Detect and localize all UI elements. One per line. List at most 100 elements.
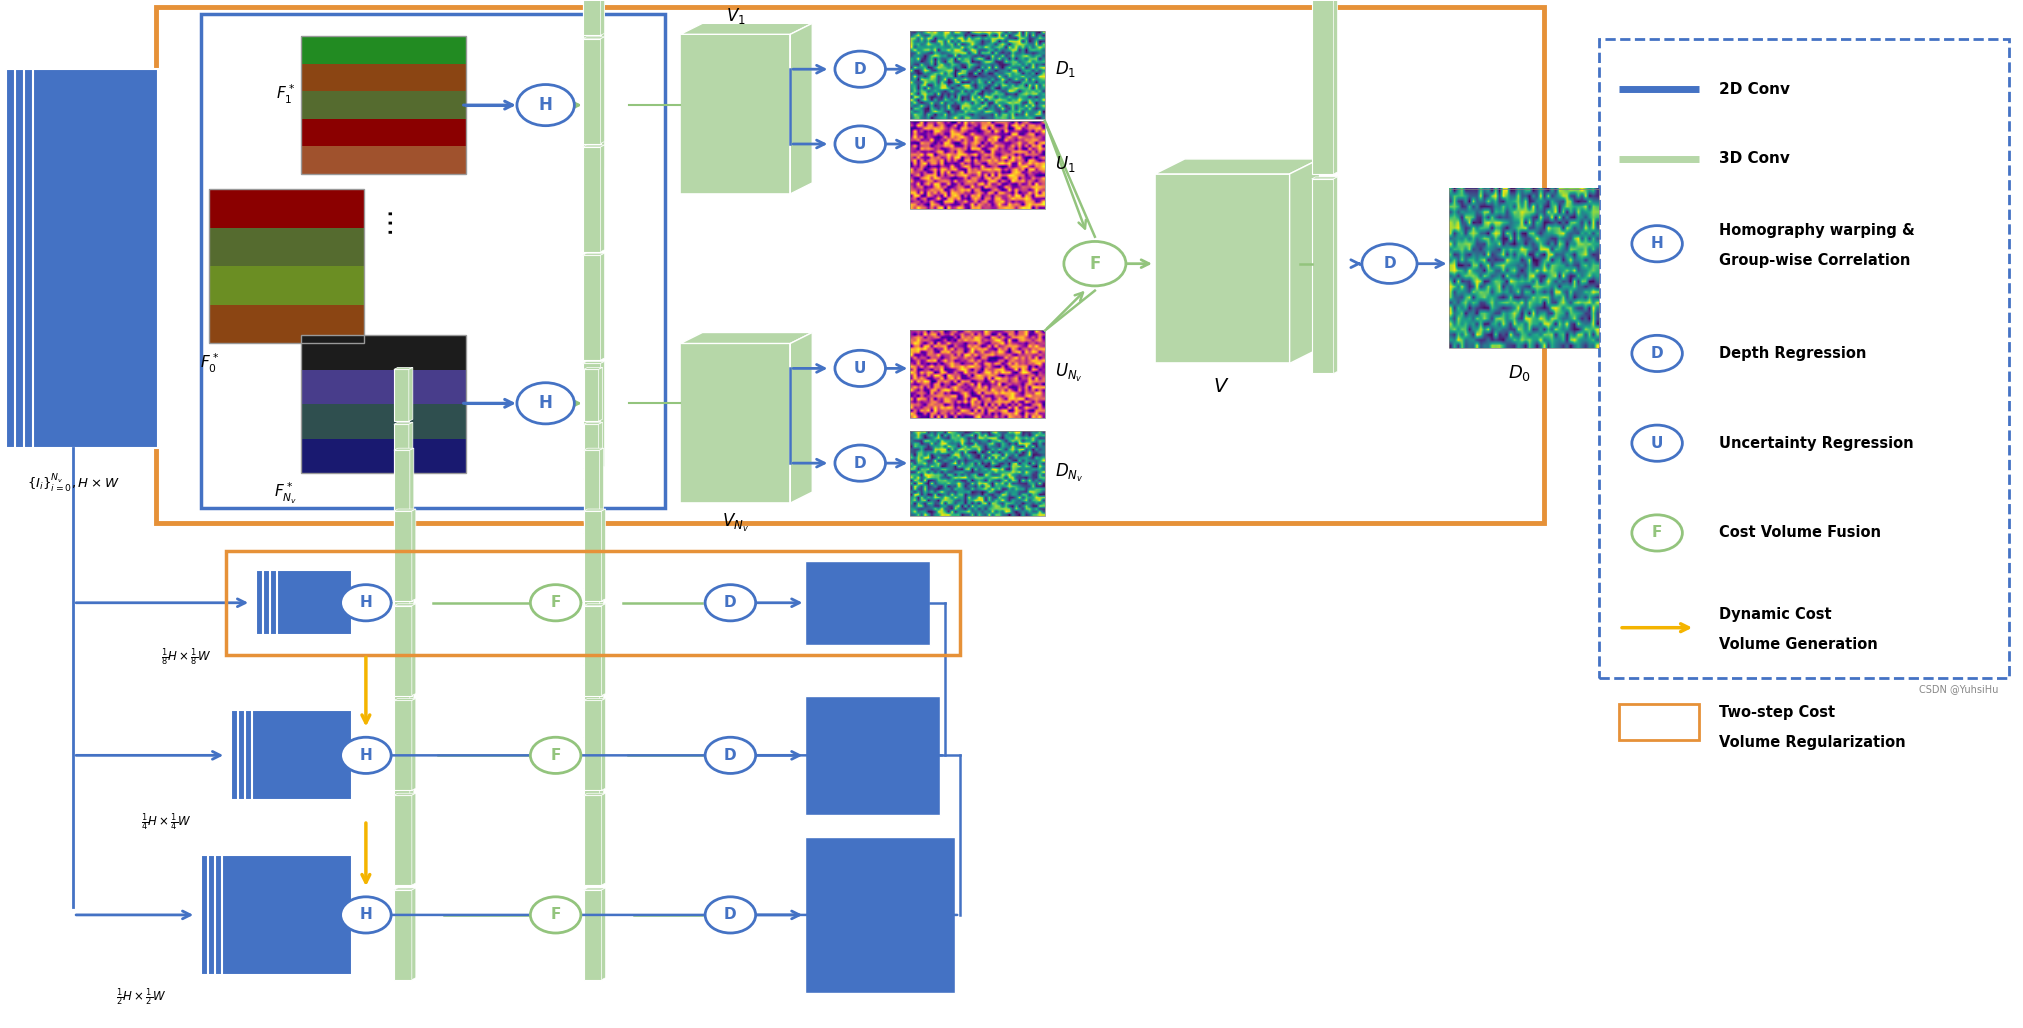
Text: Volume Regularization: Volume Regularization bbox=[1720, 735, 1906, 749]
Polygon shape bbox=[394, 531, 413, 534]
Polygon shape bbox=[223, 855, 352, 975]
Text: Two-step Cost: Two-step Cost bbox=[1720, 705, 1835, 720]
Polygon shape bbox=[583, 665, 599, 733]
Polygon shape bbox=[208, 855, 338, 975]
Text: Cost Volume Fusion: Cost Volume Fusion bbox=[1720, 525, 1881, 541]
Polygon shape bbox=[411, 448, 415, 518]
Text: $\frac{1}{2}H\times\frac{1}{2}W$: $\frac{1}{2}H\times\frac{1}{2}W$ bbox=[115, 986, 166, 1007]
FancyBboxPatch shape bbox=[301, 439, 465, 473]
FancyBboxPatch shape bbox=[1618, 704, 1699, 740]
Polygon shape bbox=[680, 34, 791, 194]
Polygon shape bbox=[394, 664, 415, 665]
Text: D: D bbox=[854, 455, 866, 471]
Polygon shape bbox=[394, 698, 417, 700]
Text: H: H bbox=[1651, 236, 1663, 251]
Polygon shape bbox=[601, 63, 605, 169]
Polygon shape bbox=[583, 39, 601, 144]
Text: D: D bbox=[1651, 346, 1663, 361]
Polygon shape bbox=[583, 364, 601, 468]
Polygon shape bbox=[1155, 159, 1319, 174]
Polygon shape bbox=[583, 477, 603, 479]
Polygon shape bbox=[599, 735, 603, 805]
FancyBboxPatch shape bbox=[156, 7, 1544, 523]
Polygon shape bbox=[601, 0, 605, 35]
Ellipse shape bbox=[530, 585, 581, 621]
FancyBboxPatch shape bbox=[208, 189, 364, 227]
FancyBboxPatch shape bbox=[805, 696, 941, 815]
Polygon shape bbox=[411, 592, 415, 662]
Polygon shape bbox=[583, 0, 601, 61]
Text: $\cdots$: $\cdots$ bbox=[376, 211, 405, 237]
FancyBboxPatch shape bbox=[1600, 39, 2009, 677]
Polygon shape bbox=[583, 520, 603, 522]
Ellipse shape bbox=[835, 351, 886, 387]
Polygon shape bbox=[583, 890, 601, 980]
Polygon shape bbox=[277, 571, 352, 635]
Text: F: F bbox=[550, 747, 560, 763]
Polygon shape bbox=[1311, 177, 1337, 179]
Polygon shape bbox=[583, 425, 599, 476]
Polygon shape bbox=[394, 367, 413, 369]
Polygon shape bbox=[601, 0, 605, 61]
Polygon shape bbox=[1333, 177, 1337, 373]
Polygon shape bbox=[583, 509, 605, 511]
Polygon shape bbox=[263, 571, 338, 635]
Polygon shape bbox=[394, 796, 413, 885]
Ellipse shape bbox=[1064, 242, 1127, 286]
Polygon shape bbox=[583, 255, 601, 360]
Polygon shape bbox=[214, 855, 344, 975]
Polygon shape bbox=[394, 700, 413, 791]
Polygon shape bbox=[583, 605, 601, 696]
Polygon shape bbox=[394, 479, 409, 530]
Ellipse shape bbox=[1633, 225, 1683, 262]
Ellipse shape bbox=[835, 125, 886, 162]
Polygon shape bbox=[394, 522, 411, 590]
Ellipse shape bbox=[340, 585, 390, 621]
Polygon shape bbox=[257, 571, 332, 635]
Polygon shape bbox=[599, 520, 603, 590]
Ellipse shape bbox=[1633, 335, 1683, 371]
Polygon shape bbox=[599, 423, 603, 476]
Text: Volume Generation: Volume Generation bbox=[1720, 637, 1877, 652]
Polygon shape bbox=[599, 531, 603, 586]
Polygon shape bbox=[409, 587, 413, 640]
Polygon shape bbox=[394, 665, 411, 733]
Polygon shape bbox=[394, 477, 413, 479]
Text: 2D Conv: 2D Conv bbox=[1720, 81, 1790, 97]
Text: F: F bbox=[1088, 255, 1101, 272]
Polygon shape bbox=[791, 332, 813, 503]
FancyBboxPatch shape bbox=[208, 305, 364, 343]
Ellipse shape bbox=[1633, 426, 1683, 462]
FancyBboxPatch shape bbox=[301, 404, 465, 439]
Polygon shape bbox=[394, 534, 409, 586]
FancyBboxPatch shape bbox=[301, 370, 465, 404]
Polygon shape bbox=[583, 737, 599, 805]
FancyBboxPatch shape bbox=[301, 91, 465, 119]
Polygon shape bbox=[583, 369, 599, 421]
Polygon shape bbox=[583, 534, 599, 586]
Polygon shape bbox=[601, 794, 605, 885]
Polygon shape bbox=[413, 794, 417, 885]
Polygon shape bbox=[413, 888, 417, 980]
Polygon shape bbox=[583, 37, 605, 39]
Ellipse shape bbox=[518, 382, 575, 424]
Polygon shape bbox=[413, 509, 417, 600]
Polygon shape bbox=[680, 24, 813, 34]
Text: H: H bbox=[538, 395, 552, 412]
Ellipse shape bbox=[835, 445, 886, 481]
Polygon shape bbox=[394, 425, 409, 476]
Text: D: D bbox=[1384, 256, 1396, 271]
Text: D: D bbox=[724, 595, 736, 611]
Polygon shape bbox=[599, 448, 603, 518]
Polygon shape bbox=[394, 605, 413, 696]
Text: U: U bbox=[1651, 436, 1663, 450]
Polygon shape bbox=[601, 362, 605, 468]
Polygon shape bbox=[583, 450, 599, 518]
Polygon shape bbox=[394, 511, 413, 600]
Polygon shape bbox=[409, 531, 413, 586]
Text: F: F bbox=[550, 908, 560, 922]
FancyBboxPatch shape bbox=[301, 64, 465, 91]
Polygon shape bbox=[411, 520, 415, 590]
Polygon shape bbox=[409, 367, 413, 421]
Polygon shape bbox=[239, 710, 338, 800]
